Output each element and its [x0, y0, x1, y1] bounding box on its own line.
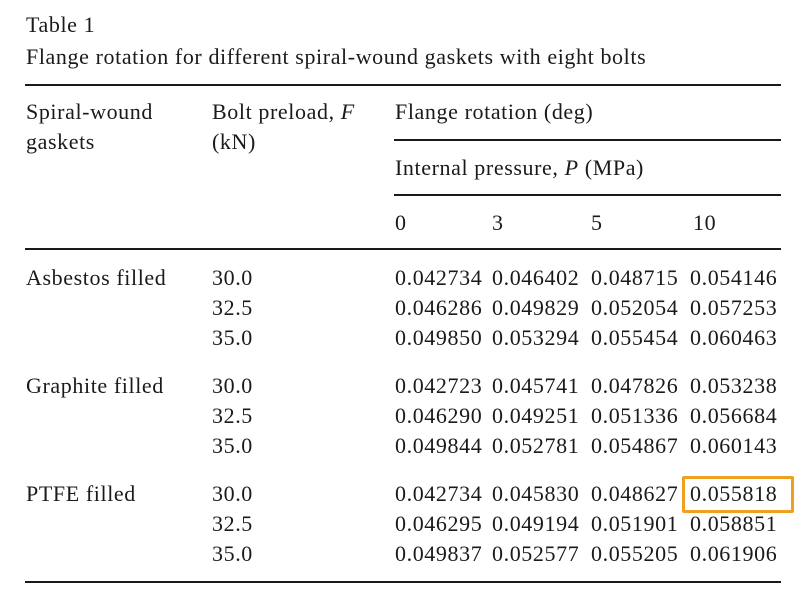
value-cell: 0.049829 [492, 297, 579, 319]
value-cell: 0.055454 [591, 327, 678, 349]
bottom-rule [25, 581, 781, 583]
header-gasket-line2: gaskets [26, 131, 95, 153]
header-pressure-prefix: Internal pressure, [395, 155, 565, 180]
header-rotation: Flange rotation (deg) [395, 101, 593, 123]
value-cell: 0.045830 [492, 483, 579, 505]
value-cell: 0.045741 [492, 375, 579, 397]
value-cell: 0.053238 [690, 375, 777, 397]
value-cell: 0.052577 [492, 543, 579, 565]
header-bottom-rule [25, 248, 781, 250]
preload-cell: 32.5 [212, 297, 253, 319]
preload-cell: 35.0 [212, 435, 253, 457]
preload-cell: 35.0 [212, 327, 253, 349]
rotation-subrule [394, 139, 781, 141]
value-cell: 0.048627 [591, 483, 678, 505]
header-pressure-symbol: P [565, 155, 579, 180]
value-cell: 0.042734 [395, 483, 482, 505]
header-preload-symbol: F [341, 99, 355, 124]
preload-cell: 30.0 [212, 483, 253, 505]
preload-cell: 32.5 [212, 513, 253, 535]
value-cell: 0.049251 [492, 405, 579, 427]
value-cell: 0.060143 [690, 435, 777, 457]
value-cell: 0.060463 [690, 327, 777, 349]
highlighted-value-cell: 0.055818 [690, 483, 777, 505]
preload-cell: 30.0 [212, 267, 253, 289]
header-preload: Bolt preload, F [212, 101, 355, 123]
value-cell: 0.054867 [591, 435, 678, 457]
group-name: Graphite filled [26, 375, 164, 397]
value-cell: 0.057253 [690, 297, 777, 319]
value-cell: 0.042734 [395, 267, 482, 289]
pressure-value-5: 5 [591, 212, 603, 234]
value-cell: 0.046290 [395, 405, 482, 427]
preload-cell: 35.0 [212, 543, 253, 565]
value-cell: 0.051901 [591, 513, 678, 535]
preload-cell: 30.0 [212, 375, 253, 397]
value-cell: 0.053294 [492, 327, 579, 349]
value-cell: 0.056684 [690, 405, 777, 427]
value-cell: 0.054146 [690, 267, 777, 289]
table-label: Table 1 [26, 14, 95, 36]
top-rule [25, 84, 781, 86]
value-cell: 0.061906 [690, 543, 777, 565]
value-cell: 0.052054 [591, 297, 678, 319]
preload-cell: 32.5 [212, 405, 253, 427]
value-cell: 0.051336 [591, 405, 678, 427]
table-caption: Flange rotation for different spiral-wou… [26, 46, 646, 68]
pressure-value-10: 10 [693, 212, 716, 234]
value-cell: 0.046402 [492, 267, 579, 289]
value-cell: 0.042723 [395, 375, 482, 397]
value-cell: 0.047826 [591, 375, 678, 397]
pressure-subrule [394, 194, 781, 196]
value-cell: 0.058851 [690, 513, 777, 535]
value-cell: 0.049844 [395, 435, 482, 457]
header-preload-unit: (kN) [212, 131, 256, 153]
header-gasket-line1: Spiral-wound [26, 101, 153, 123]
header-pressure: Internal pressure, P (MPa) [395, 157, 644, 179]
group-name: PTFE filled [26, 483, 136, 505]
group-name: Asbestos filled [26, 267, 166, 289]
value-cell: 0.055205 [591, 543, 678, 565]
value-cell: 0.048715 [591, 267, 678, 289]
pressure-value-0: 0 [395, 212, 407, 234]
pressure-value-3: 3 [492, 212, 504, 234]
value-cell: 0.049850 [395, 327, 482, 349]
value-cell: 0.049837 [395, 543, 482, 565]
value-cell: 0.046295 [395, 513, 482, 535]
header-pressure-unit: (MPa) [579, 155, 644, 180]
value-cell: 0.052781 [492, 435, 579, 457]
value-cell: 0.049194 [492, 513, 579, 535]
header-preload-prefix: Bolt preload, [212, 99, 341, 124]
value-cell: 0.046286 [395, 297, 482, 319]
